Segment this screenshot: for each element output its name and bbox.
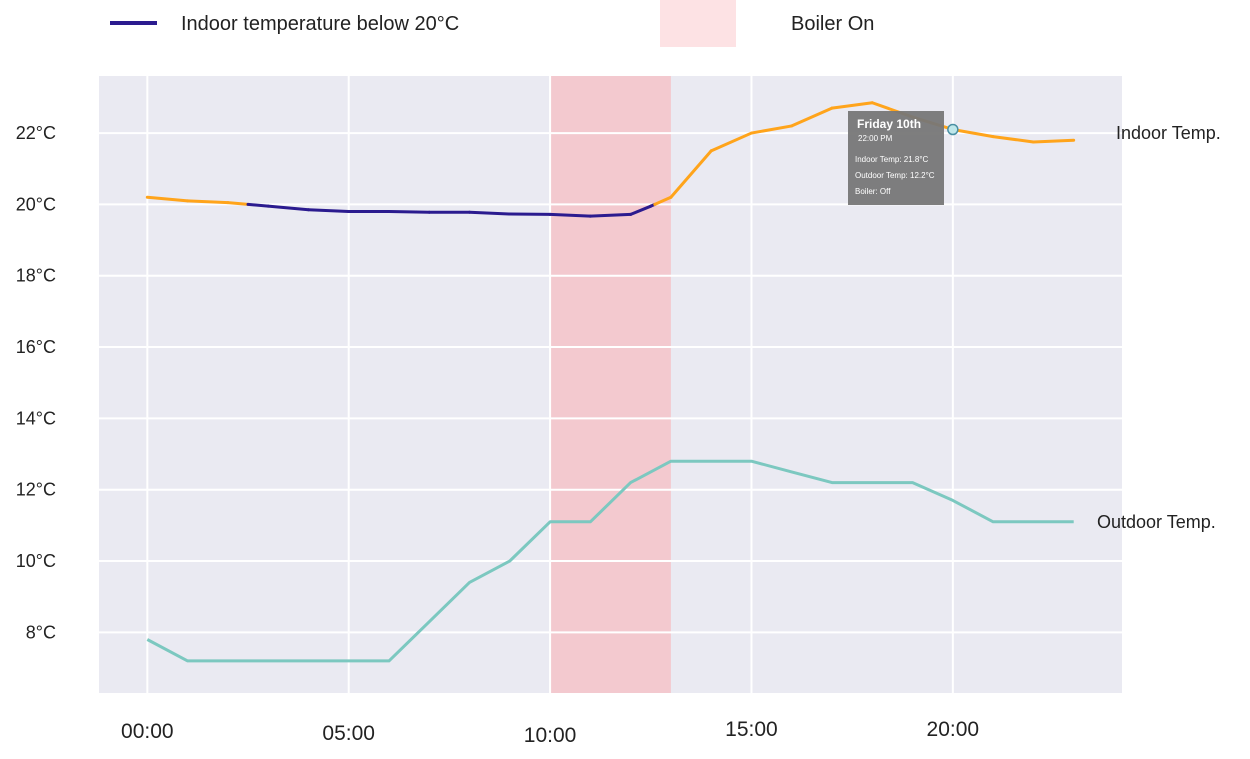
y-tick-label: 14°C — [16, 408, 56, 428]
indoor-segment-above — [1033, 140, 1073, 142]
indoor-segment-below — [550, 214, 590, 216]
indoor-segment-below — [308, 210, 348, 212]
x-tick-label: 15:00 — [725, 718, 778, 741]
boiler-on-band — [550, 76, 671, 693]
indoor-segment-below — [389, 212, 429, 213]
indoor-segment-below — [470, 212, 510, 214]
tooltip-line: Outdoor Temp: 12.2°C — [855, 171, 935, 180]
x-tick-label: 10:00 — [524, 724, 577, 747]
legend-boiler-swatch — [660, 0, 736, 47]
tooltip-marker — [948, 124, 958, 134]
y-tick-label: 16°C — [16, 337, 56, 357]
outdoor-series-label: Outdoor Temp. — [1097, 512, 1216, 532]
indoor-series-label: Indoor Temp. — [1116, 123, 1221, 143]
indoor-segment-above — [188, 201, 228, 203]
x-tick-label: 00:00 — [121, 720, 174, 743]
indoor-segment-below — [590, 214, 630, 216]
y-tick-label: 20°C — [16, 194, 56, 214]
tooltip: Friday 10th 22:00 PM Indoor Temp: 21.8°C Ou… — [848, 111, 944, 205]
legend-label-boiler-on: Boiler On — [791, 13, 874, 35]
y-tick-label: 22°C — [16, 123, 56, 143]
y-tick-label: 12°C — [16, 480, 56, 500]
tooltip-line: Indoor Temp: 21.8°C — [855, 155, 929, 164]
x-tick-label: 05:00 — [322, 722, 375, 745]
indoor-segment-below — [248, 204, 268, 206]
legend-label-below-threshold: Indoor temperature below 20°C — [181, 13, 459, 35]
tooltip-subtitle: 22:00 PM — [858, 134, 893, 143]
indoor-segment-above — [228, 203, 248, 205]
y-tick-label: 18°C — [16, 266, 56, 286]
tooltip-title: Friday 10th — [857, 117, 921, 131]
tooltip-line: Boiler: Off — [855, 187, 891, 196]
y-tick-label: 10°C — [16, 551, 56, 571]
y-tick-label: 8°C — [26, 622, 56, 642]
x-tick-label: 20:00 — [927, 718, 980, 741]
